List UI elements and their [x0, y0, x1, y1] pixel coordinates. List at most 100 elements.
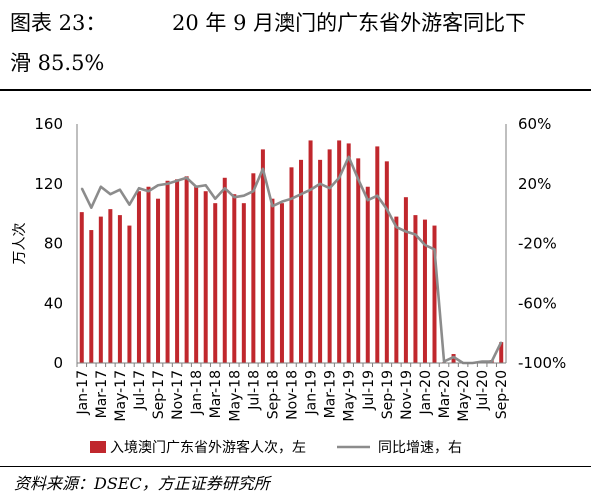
bar-Dec-17: [184, 176, 189, 363]
growth-point-Jun-17: [128, 204, 131, 206]
y-tick-label: 120: [34, 175, 63, 193]
bar-Aug-17: [146, 186, 151, 363]
growth-point-Nov-19: [405, 230, 407, 233]
bar-Jun-18: [241, 203, 246, 363]
growth-point-Jun-18: [243, 195, 245, 197]
legend: 入境澳门广东省外游客人次，左 同比增速，右: [90, 439, 462, 456]
bar-series: [79, 140, 504, 363]
growth-point-Sep-18: [271, 205, 274, 207]
growth-point-Nov-17: [176, 180, 178, 182]
bar-Sep-17: [156, 198, 161, 363]
growth-point-Aug-18: [262, 168, 264, 170]
x-tick-label: May-20: [456, 370, 472, 422]
growth-point-Nov-18: [290, 198, 293, 200]
bar-Mar-19: [327, 149, 332, 363]
figure-title: 图表 23： 20 年 9 月澳门的广东省外游客同比下 滑 85.5%: [0, 0, 591, 92]
bar-Oct-19: [394, 216, 399, 363]
top-rule: [0, 89, 591, 91]
bar-Mar-17: [98, 216, 103, 363]
legend-line-label: 同比增速，右: [378, 440, 462, 456]
x-tick-label: Sep-20: [494, 370, 510, 419]
growth-point-Sep-19: [386, 208, 388, 210]
bar-Oct-18: [279, 203, 284, 363]
bar-Apr-19: [337, 140, 342, 363]
bar-Aug-18: [260, 149, 265, 363]
growth-point-Mar-17: [100, 186, 102, 188]
figure-title-continuation: 滑 85.5%: [10, 51, 105, 75]
x-tick-label: May-18: [227, 370, 243, 422]
growth-point-Apr-20: [452, 356, 455, 358]
figure-title-text: 20 年 9 月澳门的广东省外游客同比下: [172, 11, 527, 35]
growth-point-Feb-17: [90, 207, 92, 209]
bar-Apr-17: [108, 209, 113, 363]
growth-point-Apr-17: [109, 193, 111, 195]
growth-point-Apr-18: [224, 187, 226, 189]
bar-Jan-18: [194, 186, 199, 363]
y2-tick-label: -20%: [518, 235, 557, 253]
x-tick-label: Jul-19: [361, 370, 377, 411]
growth-point-Feb-20: [433, 248, 436, 251]
y-tick-label: 40: [44, 294, 63, 312]
growth-point-Oct-19: [395, 226, 397, 228]
growth-point-Oct-18: [281, 201, 283, 203]
growth-point-Oct-17: [166, 183, 169, 185]
y2-tick-label: -60%: [518, 294, 557, 312]
bar-Jun-19: [356, 158, 361, 363]
growth-point-Apr-19: [338, 177, 340, 179]
bar-Jul-19: [365, 186, 370, 363]
bar-Sep-18: [270, 198, 275, 363]
y-tick-label: 160: [34, 115, 63, 133]
growth-point-Aug-19: [376, 195, 378, 197]
legend-bar-label: 入境澳门广东省外游客人次，左: [110, 439, 306, 456]
bar-Jan-19: [308, 140, 313, 363]
bar-Feb-20: [432, 225, 437, 363]
bar-May-18: [232, 194, 237, 363]
growth-point-Jan-20: [424, 244, 426, 246]
bar-Feb-17: [89, 230, 94, 363]
bar-Nov-18: [289, 167, 294, 363]
figure-label: 图表 23：: [10, 11, 107, 35]
bottom-rule: [0, 466, 591, 467]
growth-point-Aug-17: [147, 190, 150, 192]
bar-Sep-19: [384, 161, 389, 363]
x-tick-label: Nov-18: [285, 370, 301, 420]
growth-point-Feb-19: [319, 183, 321, 185]
growth-point-Sep-20: [500, 341, 502, 343]
growth-point-Dec-17: [186, 177, 188, 179]
bar-Dec-18: [299, 159, 304, 363]
growth-point-Sep-17: [157, 184, 159, 186]
y-tick-label: 0: [53, 354, 63, 372]
bar-Nov-19: [403, 197, 408, 363]
source-note: 资料来源：DSEC，方正证券研究所: [14, 474, 270, 493]
bar-May-19: [346, 143, 351, 363]
bar-Nov-17: [175, 179, 180, 363]
bar-Jan-20: [422, 219, 427, 363]
x-tick-label: May-17: [113, 370, 129, 422]
x-tick-label: Jul-20: [475, 370, 491, 411]
x-tick-label: Jan-20: [418, 370, 434, 415]
x-tick-label: Jan-17: [75, 370, 91, 415]
growth-point-Mar-18: [214, 198, 216, 200]
bar-Feb-19: [318, 159, 323, 363]
growth-point-Jan-18: [195, 186, 197, 188]
growth-point-Jul-19: [367, 199, 369, 201]
growth-point-May-19: [348, 156, 350, 158]
x-tick-label: Mar-19: [323, 370, 339, 418]
axes: [76, 124, 507, 367]
x-tick-label: May-19: [342, 370, 358, 422]
y2-tick-label: 60%: [518, 115, 551, 133]
x-tick-label: Sep-18: [265, 370, 281, 419]
x-tick-label: Mar-20: [437, 370, 453, 418]
y-tick-label: 80: [44, 235, 63, 253]
growth-point-Jan-17: [81, 187, 83, 189]
bar-Feb-18: [203, 191, 208, 363]
growth-point-Dec-19: [414, 233, 417, 236]
bar-Aug-19: [375, 146, 380, 363]
y2-tick-label: 20%: [518, 175, 551, 193]
y-axis-label: 万人次: [12, 223, 28, 265]
legend-bar-swatch: [90, 441, 106, 453]
growth-point-Feb-18: [205, 184, 207, 186]
bar-May-17: [117, 215, 122, 363]
